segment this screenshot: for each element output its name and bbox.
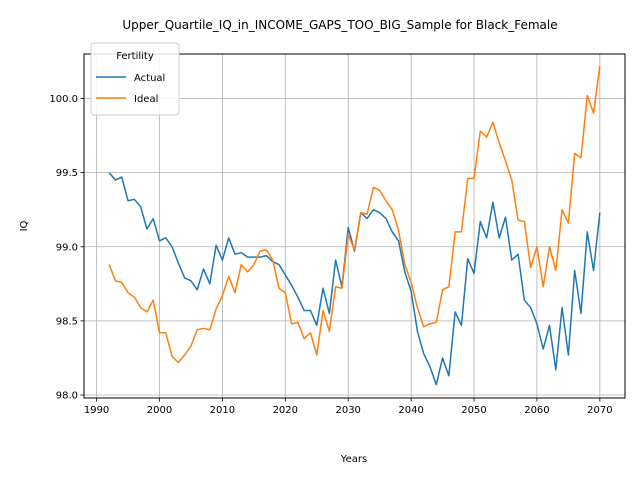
x-tick-label: 2010: [210, 405, 235, 416]
x-tick-label: 2030: [335, 405, 360, 416]
x-tick-label: 2060: [524, 405, 549, 416]
y-axis-label: IQ: [19, 220, 30, 231]
x-tick-label: 1990: [84, 405, 109, 416]
series-line-ideal: [108, 65, 601, 364]
x-axis-label: Years: [340, 454, 367, 465]
x-tick-label: 2050: [461, 405, 486, 416]
plot-frame: [83, 53, 626, 399]
y-tick-label: 99.5: [56, 168, 78, 179]
legend-label-actual: Actual: [134, 73, 165, 84]
x-tick-label: 2040: [398, 405, 423, 416]
y-tick-label: 98.0: [56, 391, 78, 402]
legend-title: Fertility: [116, 51, 154, 62]
x-axis-ticks: 1990 2000 2010 2020 2030 2040 2050 2060 2070: [84, 398, 613, 416]
series-line-actual: [108, 172, 601, 386]
x-tick-label: 2000: [147, 405, 172, 416]
legend: Fertility Actual Ideal: [90, 42, 180, 116]
y-axis-ticks: 98.0 98.5 99.0 99.5 100.0: [49, 94, 84, 402]
x-tick-label: 2070: [587, 405, 612, 416]
legend-box: [90, 42, 180, 116]
x-tick-label: 2020: [273, 405, 298, 416]
grid-lines: [84, 54, 625, 398]
legend-label-ideal: Ideal: [134, 94, 158, 105]
y-tick-label: 100.0: [49, 94, 78, 105]
series-layer: [108, 65, 601, 386]
y-tick-label: 99.0: [56, 242, 78, 253]
chart-title: Upper_Quartile_IQ_in_INCOME_GAPS_TOO_BIG…: [122, 18, 557, 32]
y-tick-label: 98.5: [56, 316, 78, 327]
